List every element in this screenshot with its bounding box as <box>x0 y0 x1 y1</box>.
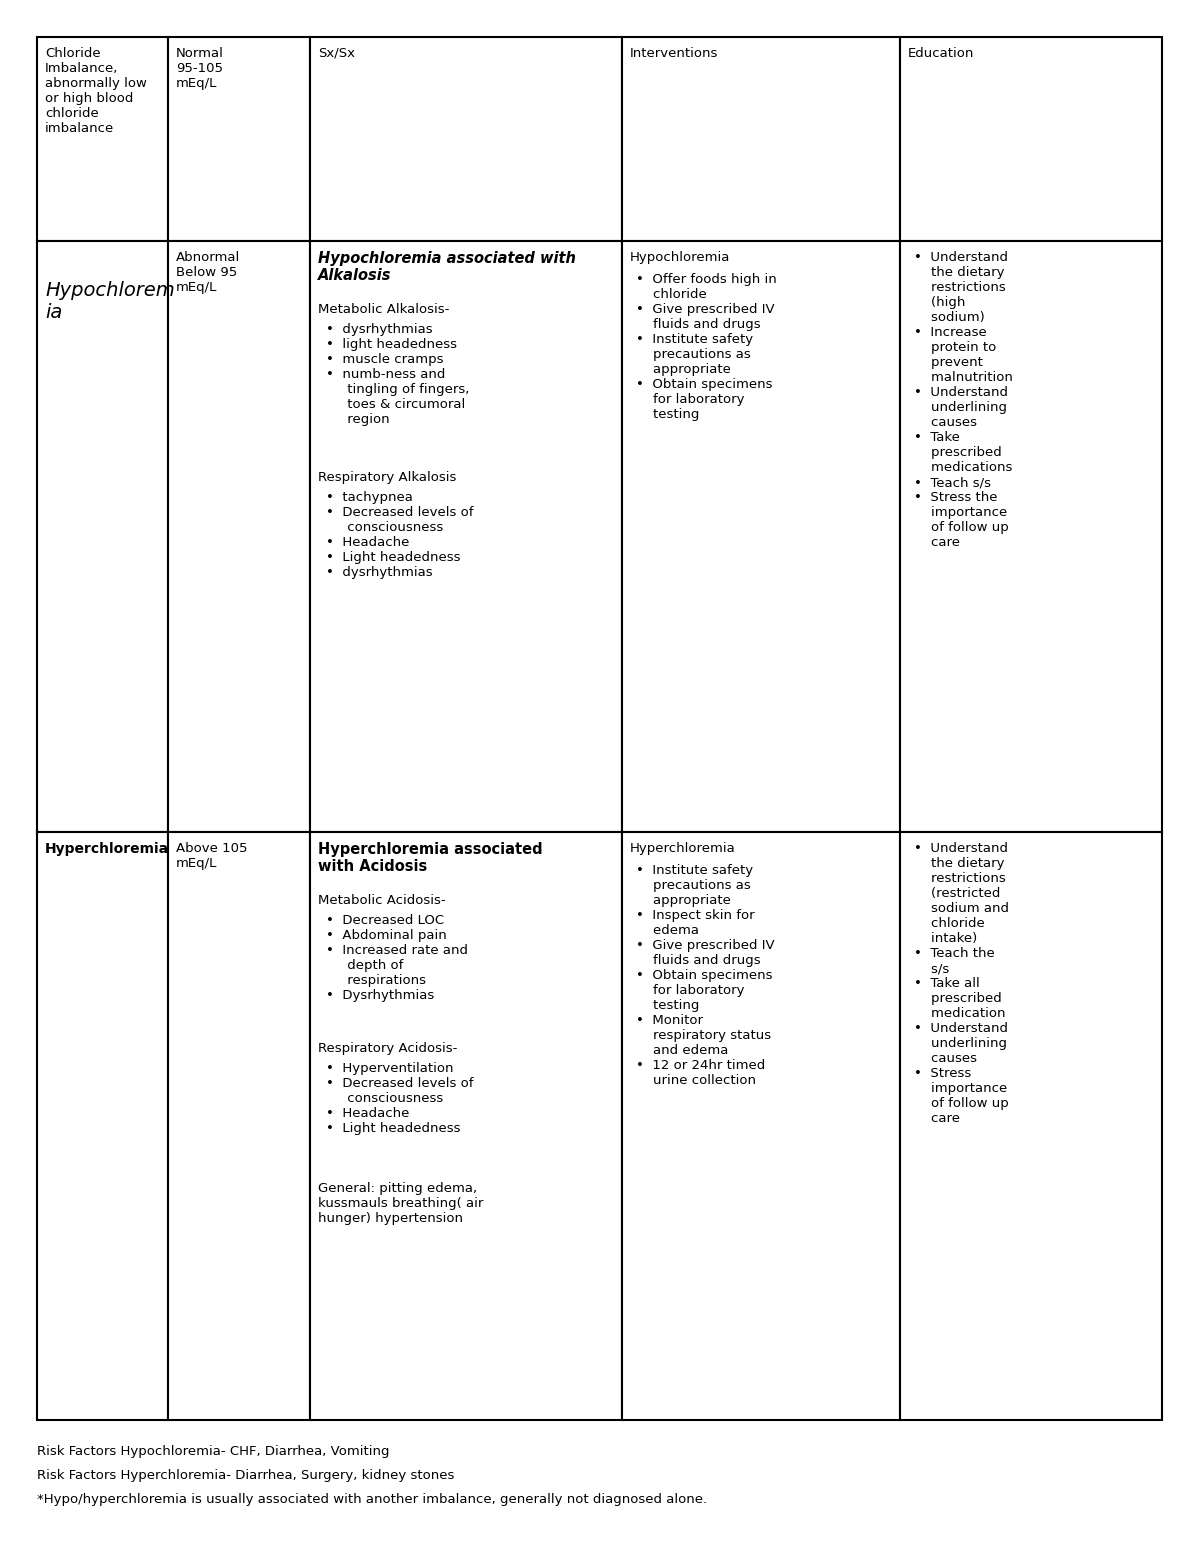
Bar <box>168 37 310 241</box>
Text: •  Decreased LOC
•  Abdominal pain
•  Increased rate and
     depth of
     resp: • Decreased LOC • Abdominal pain • Incre… <box>326 915 468 1002</box>
Text: •  Hyperventilation
•  Decreased levels of
     consciousness
•  Headache
•  Lig: • Hyperventilation • Decreased levels of… <box>326 1062 474 1135</box>
Text: Chloride
Imbalance,
abnormally low
or high blood
chloride
imbalance: Chloride Imbalance, abnormally low or hi… <box>46 47 146 135</box>
Bar <box>900 241 1162 832</box>
Text: •  Understand
    the dietary
    restrictions
    (restricted
    sodium and
  : • Understand the dietary restrictions (r… <box>914 842 1009 1124</box>
Text: Normal
95-105
mEq/L: Normal 95-105 mEq/L <box>176 47 224 90</box>
Text: Abnormal
Below 95
mEq/L: Abnormal Below 95 mEq/L <box>176 252 240 294</box>
Text: •  tachypnea
•  Decreased levels of
     consciousness
•  Headache
•  Light head: • tachypnea • Decreased levels of consci… <box>326 491 474 579</box>
Text: Respiratory Acidosis-: Respiratory Acidosis- <box>318 1042 457 1054</box>
Text: Education: Education <box>908 47 974 61</box>
Bar <box>310 37 622 241</box>
Text: Hyperchloremia: Hyperchloremia <box>630 842 736 856</box>
Text: Hypochloremia: Hypochloremia <box>630 252 731 264</box>
Text: Hyperchloremia associated
with Acidosis: Hyperchloremia associated with Acidosis <box>318 842 542 874</box>
Bar <box>168 241 310 832</box>
Text: Sx/Sx: Sx/Sx <box>318 47 355 61</box>
Text: •  Offer foods high in
    chloride
•  Give prescribed IV
    fluids and drugs
•: • Offer foods high in chloride • Give pr… <box>636 273 776 421</box>
Text: Risk Factors Hyperchloremia- Diarrhea, Surgery, kidney stones: Risk Factors Hyperchloremia- Diarrhea, S… <box>37 1469 455 1482</box>
Text: •  dysrhythmias
•  light headedness
•  muscle cramps
•  numb-ness and
     tingl: • dysrhythmias • light headedness • musc… <box>326 323 469 426</box>
Bar <box>37 37 168 241</box>
Text: *Hypo/hyperchloremia is usually associated with another imbalance, generally not: *Hypo/hyperchloremia is usually associat… <box>37 1492 707 1506</box>
Text: Metabolic Acidosis-: Metabolic Acidosis- <box>318 895 445 907</box>
Bar <box>310 832 622 1419</box>
Text: Hypochloremia associated with
Alkalosis: Hypochloremia associated with Alkalosis <box>318 252 576 283</box>
Text: Metabolic Alkalosis-: Metabolic Alkalosis- <box>318 303 449 315</box>
Bar <box>622 37 900 241</box>
Bar <box>37 832 168 1419</box>
Text: Respiratory Alkalosis: Respiratory Alkalosis <box>318 471 456 485</box>
Text: General: pitting edema,
kussmauls breathing( air
hunger) hypertension: General: pitting edema, kussmauls breath… <box>318 1166 484 1225</box>
Text: Interventions: Interventions <box>630 47 719 61</box>
Text: Above 105
mEq/L: Above 105 mEq/L <box>176 842 247 870</box>
Bar <box>168 832 310 1419</box>
Bar <box>622 832 900 1419</box>
Bar <box>37 241 168 832</box>
Bar <box>622 241 900 832</box>
Text: Hyperchloremia: Hyperchloremia <box>46 842 169 856</box>
Text: Hypochlorem
ia: Hypochlorem ia <box>46 281 175 321</box>
Bar <box>900 37 1162 241</box>
Bar <box>900 832 1162 1419</box>
Text: •  Understand
    the dietary
    restrictions
    (high
    sodium)
•  Increase: • Understand the dietary restrictions (h… <box>914 252 1013 550</box>
Text: •  Institute safety
    precautions as
    appropriate
•  Inspect skin for
    e: • Institute safety precautions as approp… <box>636 863 775 1087</box>
Bar <box>310 241 622 832</box>
Text: Risk Factors Hypochloremia- CHF, Diarrhea, Vomiting: Risk Factors Hypochloremia- CHF, Diarrhe… <box>37 1444 390 1458</box>
